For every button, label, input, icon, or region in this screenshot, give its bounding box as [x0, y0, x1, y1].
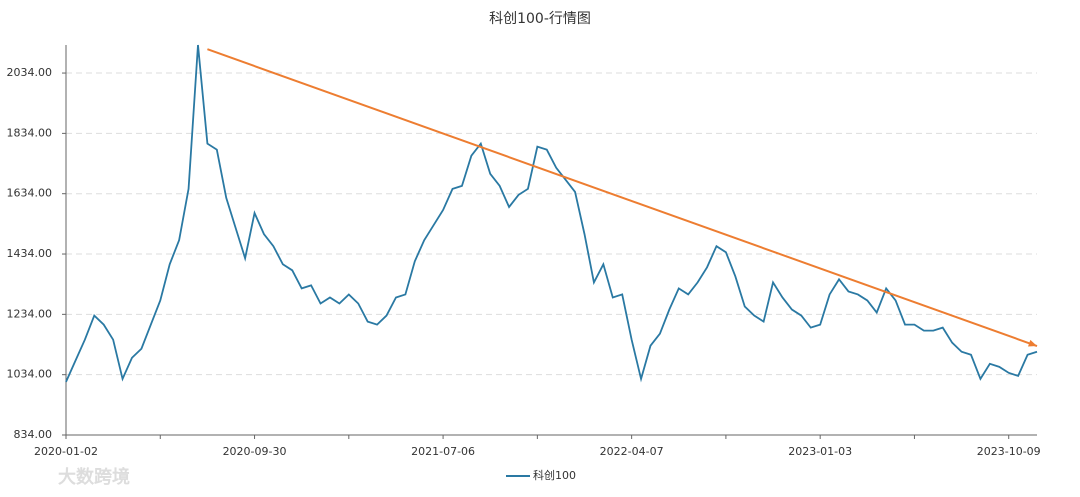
- trend-arrowhead: [1028, 339, 1037, 347]
- y-tick-label: 1634.00: [7, 187, 53, 200]
- x-tick-label: 2020-09-30: [223, 445, 287, 458]
- line-series: [65, 44, 1038, 383]
- x-tick-label: 2023-10-09: [977, 445, 1041, 458]
- x-tick-label: 2023-01-03: [788, 445, 852, 458]
- trend-line: [207, 48, 1038, 347]
- y-tick-label: 1834.00: [7, 126, 53, 139]
- x-tick-label: 2022-04-07: [600, 445, 664, 458]
- watermark: 大数跨境: [58, 466, 130, 488]
- legend-label: 科创100: [533, 468, 576, 482]
- y-tick-label: 2034.00: [7, 66, 53, 79]
- y-tick-label: 1034.00: [7, 368, 53, 381]
- y-tick-label: 834.00: [14, 428, 53, 441]
- y-tick-label: 1434.00: [7, 247, 53, 260]
- y-tick-label: 1234.00: [7, 307, 53, 320]
- chart-title: 科创100-行情图: [489, 11, 591, 27]
- x-tick-label: 2021-07-06: [411, 445, 475, 458]
- x-tick-label: 2020-01-02: [34, 445, 98, 458]
